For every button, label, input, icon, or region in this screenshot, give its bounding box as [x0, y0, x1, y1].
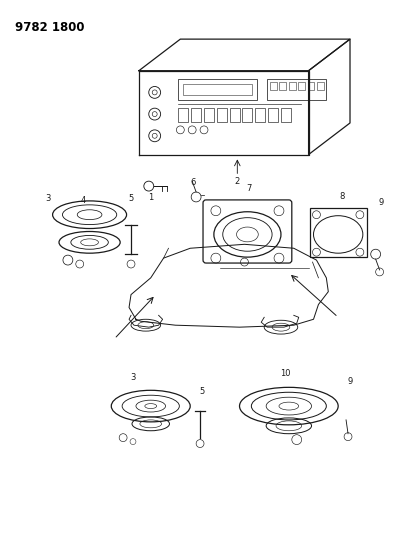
Bar — [267, 78, 326, 100]
Bar — [307, 82, 314, 91]
Text: 3: 3 — [45, 194, 51, 203]
Text: 7: 7 — [246, 184, 252, 193]
Bar — [229, 108, 239, 122]
Bar — [255, 108, 265, 122]
Bar — [204, 108, 213, 122]
Text: 9782 1800: 9782 1800 — [15, 21, 84, 34]
Text: 9: 9 — [378, 198, 383, 207]
Text: 9: 9 — [346, 377, 352, 386]
Bar — [178, 108, 188, 122]
Text: 1: 1 — [148, 193, 153, 202]
Bar — [267, 108, 277, 122]
Bar — [316, 82, 323, 91]
Bar — [280, 108, 290, 122]
Text: 3: 3 — [130, 374, 135, 383]
Bar — [309, 208, 366, 257]
Bar — [191, 108, 200, 122]
Bar — [297, 82, 304, 91]
Bar — [216, 108, 226, 122]
Bar — [279, 82, 285, 91]
Text: 2: 2 — [234, 177, 239, 186]
Bar — [183, 84, 252, 95]
Text: 6: 6 — [190, 178, 196, 187]
Bar — [178, 78, 257, 100]
Text: 5: 5 — [199, 387, 204, 396]
Text: 10: 10 — [279, 369, 290, 378]
Bar — [270, 82, 276, 91]
Bar — [242, 108, 252, 122]
Text: 4: 4 — [81, 196, 86, 205]
Bar — [288, 82, 295, 91]
Text: 5: 5 — [128, 194, 133, 203]
Text: 8: 8 — [339, 192, 344, 201]
